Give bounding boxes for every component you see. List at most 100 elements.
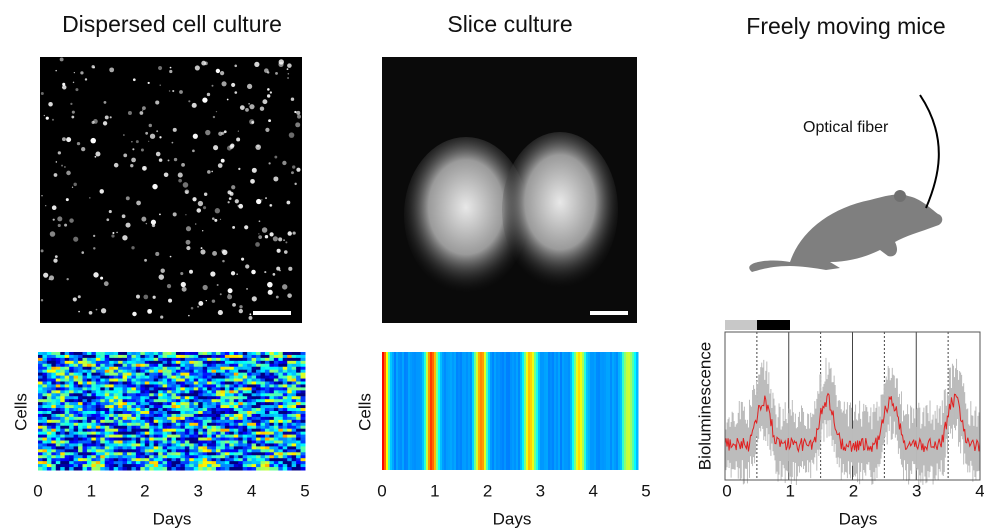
heatmap-cell <box>86 416 92 421</box>
heatmap-cell <box>251 354 257 359</box>
heatmap-cell <box>264 354 270 359</box>
heatmap-stripe <box>440 352 443 470</box>
heatmap-cell <box>189 413 195 418</box>
heatmap-cell <box>167 363 172 368</box>
heatmap-cell <box>282 434 288 439</box>
heatmap-stripe <box>562 352 565 470</box>
heatmap-cell <box>202 378 208 382</box>
heatmap-cell <box>202 413 208 418</box>
heatmap-cell <box>260 458 266 462</box>
heatmap-cell <box>127 446 132 450</box>
heatmap-cell <box>100 396 106 400</box>
heatmap-cell <box>118 354 124 359</box>
heatmap-cell <box>104 402 110 406</box>
heatmap-cell <box>104 452 110 456</box>
heatmap-cell <box>216 408 221 412</box>
heatmap-cell <box>247 467 253 471</box>
heatmap-cell <box>135 363 141 368</box>
heatmap-cell <box>46 411 52 415</box>
heatmap-cell <box>38 393 43 397</box>
heatmap-cell <box>247 440 253 444</box>
heatmap-cell <box>95 393 101 397</box>
heatmap-cell <box>153 437 159 441</box>
heatmap-cell <box>193 363 199 368</box>
heatmap-cell <box>51 446 57 450</box>
heatmap-cell <box>278 393 284 397</box>
heatmap-cell <box>207 366 213 371</box>
cell-dot <box>64 223 68 227</box>
heatmap-cell <box>144 372 150 377</box>
heatmap-cell <box>86 399 92 403</box>
heatmap-cell <box>38 452 43 456</box>
heatmap-cell <box>51 458 57 462</box>
heatmap-cell <box>113 393 119 397</box>
heatmap-cell <box>42 387 48 391</box>
heatmap-stripe <box>406 352 409 470</box>
heatmap-cell <box>216 437 221 441</box>
heatmap-cell <box>273 416 279 421</box>
heatmap-cell <box>175 452 181 456</box>
heatmap-cell <box>211 402 217 406</box>
heatmap-stripe <box>428 352 431 470</box>
heatmap-cell <box>198 428 204 433</box>
heatmap-cell <box>69 440 75 444</box>
heatmap-cell <box>55 467 61 471</box>
heatmap-cell <box>198 378 204 382</box>
heatmap-cell <box>42 381 48 385</box>
heatmap-cell <box>131 449 137 453</box>
heatmap-cell <box>207 381 213 385</box>
heatmap-cell <box>216 390 221 394</box>
cell-dot <box>169 69 173 74</box>
heatmap-cell <box>180 390 186 394</box>
heatmap-cell <box>184 402 190 406</box>
heatmap-cell <box>64 437 70 441</box>
heatmap-cell <box>127 384 132 388</box>
y-axis-label: Bioluminescence <box>695 342 714 471</box>
heatmap-cell <box>184 357 190 362</box>
heatmap-cell <box>171 352 177 356</box>
heatmap-cell <box>91 425 97 430</box>
heatmap-cell <box>135 393 141 397</box>
heatmap-cell <box>296 461 302 465</box>
heatmap-cell <box>193 455 199 459</box>
heatmap-cell <box>202 425 208 430</box>
heatmap-cell <box>60 381 66 385</box>
heatmap-cell <box>55 434 61 439</box>
heatmap-cell <box>73 354 79 359</box>
cell-dot <box>204 61 208 66</box>
heatmap-cell <box>211 446 217 450</box>
heatmap-cell <box>42 449 48 453</box>
cell-dot <box>78 310 80 313</box>
heatmap-cell <box>273 440 279 444</box>
heatmap-cell <box>118 396 124 400</box>
cell-dot <box>45 116 49 120</box>
heatmap-cell <box>42 413 48 418</box>
heatmap-cell <box>180 411 186 415</box>
heatmap-cell <box>171 369 177 374</box>
heatmap-cell <box>167 461 172 465</box>
heatmap-cell <box>296 352 302 356</box>
heatmap-cell <box>135 408 141 412</box>
heatmap-cell <box>291 437 297 441</box>
heatmap-cell <box>216 416 221 421</box>
heatmap-cell <box>135 425 141 430</box>
heatmap-cell <box>140 393 146 397</box>
heatmap-cell <box>242 363 248 368</box>
heatmap-cell <box>251 425 257 430</box>
cell-dot <box>219 218 222 220</box>
heatmap-cell <box>86 413 92 418</box>
heatmap-cell <box>264 458 270 462</box>
heatmap-cell <box>51 378 57 382</box>
heatmap-cell <box>282 399 288 403</box>
heatmap-stripe <box>586 352 589 470</box>
heatmap-cell <box>104 413 110 418</box>
heatmap-cell <box>198 387 204 391</box>
heatmap-cell <box>60 434 66 439</box>
heatmap-cell <box>91 387 97 391</box>
heatmap-cell <box>251 413 257 418</box>
heatmap-cell <box>260 372 266 377</box>
heatmap-cell <box>260 425 266 430</box>
heatmap-cell <box>42 461 48 465</box>
heatmap-cell <box>135 464 141 468</box>
heatmap-cell <box>278 428 284 433</box>
